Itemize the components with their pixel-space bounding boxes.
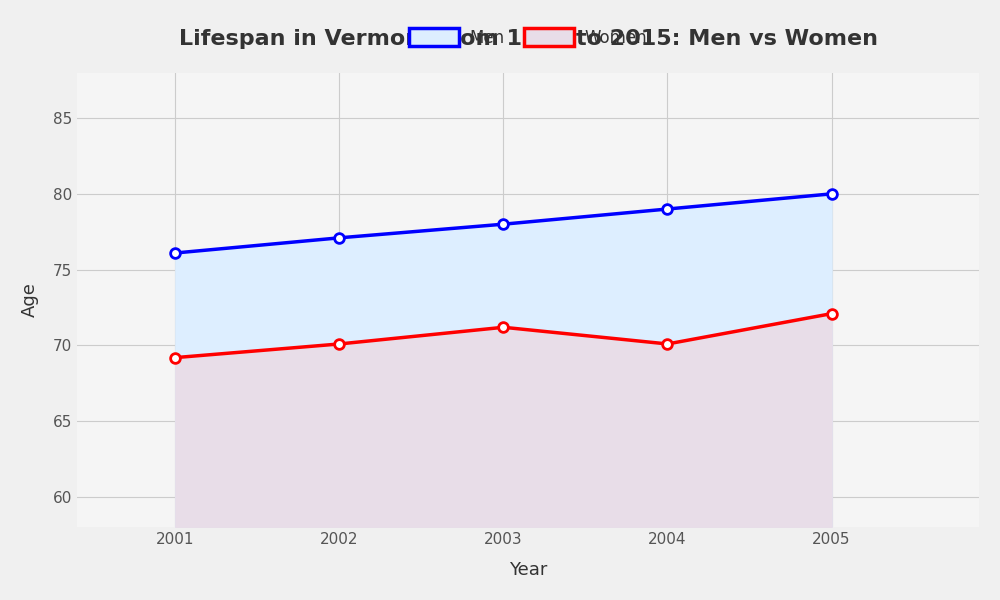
Y-axis label: Age: Age xyxy=(21,283,39,317)
Legend: Men, Women: Men, Women xyxy=(403,22,654,53)
X-axis label: Year: Year xyxy=(509,561,547,579)
Title: Lifespan in Vermont from 1972 to 2015: Men vs Women: Lifespan in Vermont from 1972 to 2015: M… xyxy=(179,29,878,49)
